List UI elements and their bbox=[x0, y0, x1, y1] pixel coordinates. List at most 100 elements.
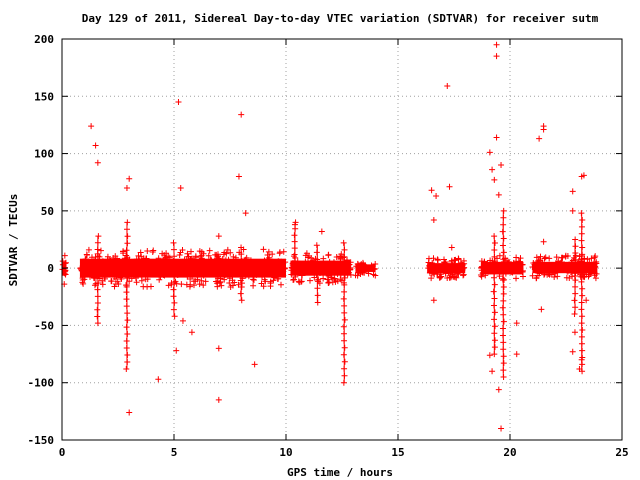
data-point bbox=[112, 268, 119, 275]
data-point bbox=[491, 316, 498, 323]
data-point bbox=[228, 268, 235, 275]
data-point bbox=[232, 254, 239, 261]
data-point bbox=[226, 279, 233, 286]
data-point bbox=[333, 254, 340, 261]
data-point bbox=[212, 259, 219, 266]
data-point bbox=[546, 271, 553, 278]
data-point bbox=[341, 365, 348, 372]
data-point bbox=[515, 263, 522, 270]
data-point bbox=[586, 262, 593, 269]
data-point bbox=[491, 344, 498, 351]
data-point bbox=[331, 269, 338, 276]
data-point bbox=[213, 251, 220, 258]
data-point bbox=[124, 317, 131, 324]
data-point bbox=[584, 256, 591, 263]
data-point bbox=[184, 250, 191, 257]
plot-border bbox=[61, 38, 623, 441]
spike bbox=[571, 236, 579, 317]
data-point bbox=[257, 261, 264, 268]
outlier-point bbox=[498, 162, 505, 169]
x-tick-label: 25 bbox=[615, 446, 628, 459]
data-point bbox=[190, 278, 197, 285]
x-tick-label: 0 bbox=[59, 446, 66, 459]
data-point bbox=[168, 281, 175, 288]
data-point bbox=[207, 265, 214, 272]
data-point bbox=[194, 271, 201, 278]
data-point bbox=[124, 268, 131, 275]
tick-layer: 0 5 10 15 20 25 -150 -100 -50 0 50 100 150 200 bbox=[28, 33, 629, 459]
outlier-point bbox=[242, 210, 249, 217]
data-point bbox=[95, 273, 102, 280]
data-point bbox=[209, 260, 216, 267]
data-point bbox=[491, 233, 498, 240]
data-point bbox=[500, 207, 507, 214]
data-point bbox=[371, 266, 378, 273]
data-point bbox=[579, 292, 586, 299]
data-point bbox=[144, 283, 151, 290]
data-point bbox=[242, 272, 249, 279]
data-point bbox=[295, 278, 302, 285]
data-point bbox=[291, 251, 298, 258]
outlier-point bbox=[513, 320, 520, 327]
data-point bbox=[542, 254, 549, 261]
data-point bbox=[579, 327, 586, 334]
data-point bbox=[302, 258, 309, 265]
data-point bbox=[157, 273, 164, 280]
data-point bbox=[270, 277, 277, 284]
data-point bbox=[138, 273, 145, 280]
outlier-point bbox=[493, 41, 500, 48]
data-point bbox=[155, 255, 162, 262]
data-point bbox=[124, 358, 131, 365]
data-point bbox=[585, 273, 592, 280]
data-point bbox=[189, 255, 196, 262]
data-point bbox=[86, 273, 93, 280]
data-point bbox=[452, 256, 459, 263]
outlier-point bbox=[540, 238, 547, 245]
data-point bbox=[118, 266, 125, 273]
data-point bbox=[341, 281, 348, 288]
data-point bbox=[229, 259, 236, 266]
data-point bbox=[170, 259, 177, 266]
data-point bbox=[260, 246, 267, 253]
data-point bbox=[95, 259, 102, 266]
dense-band-markers bbox=[529, 252, 600, 282]
data-point bbox=[572, 290, 579, 297]
data-point bbox=[184, 262, 191, 269]
data-point bbox=[258, 265, 265, 272]
outlier-point bbox=[448, 244, 455, 251]
data-point bbox=[152, 268, 159, 275]
data-point bbox=[500, 235, 507, 242]
data-point bbox=[288, 267, 295, 274]
data-point bbox=[237, 264, 244, 271]
data-point bbox=[341, 253, 348, 260]
y-tick-label: 100 bbox=[34, 148, 54, 161]
data-point bbox=[549, 267, 556, 274]
data-point bbox=[171, 279, 178, 286]
data-point bbox=[323, 266, 330, 273]
data-point bbox=[216, 257, 223, 264]
data-point bbox=[187, 275, 194, 282]
outlier-point bbox=[540, 126, 547, 133]
data-point bbox=[198, 259, 205, 266]
data-point bbox=[223, 250, 230, 257]
data-point bbox=[457, 259, 464, 266]
data-point bbox=[500, 256, 507, 263]
data-point bbox=[341, 358, 348, 365]
data-point bbox=[231, 279, 238, 286]
data-point bbox=[138, 253, 145, 260]
data-point bbox=[553, 264, 560, 271]
data-point bbox=[222, 265, 229, 272]
data-point bbox=[370, 271, 377, 278]
outlier-point bbox=[155, 376, 162, 383]
data-point bbox=[237, 277, 244, 284]
data-point bbox=[113, 273, 120, 280]
data-point bbox=[263, 264, 270, 271]
data-point bbox=[344, 261, 351, 268]
data-point bbox=[329, 262, 336, 269]
data-point bbox=[491, 337, 498, 344]
outlier-point bbox=[444, 82, 451, 89]
data-point bbox=[428, 266, 435, 273]
outlier-point bbox=[489, 368, 496, 375]
data-point bbox=[99, 281, 106, 288]
data-point bbox=[367, 265, 374, 272]
